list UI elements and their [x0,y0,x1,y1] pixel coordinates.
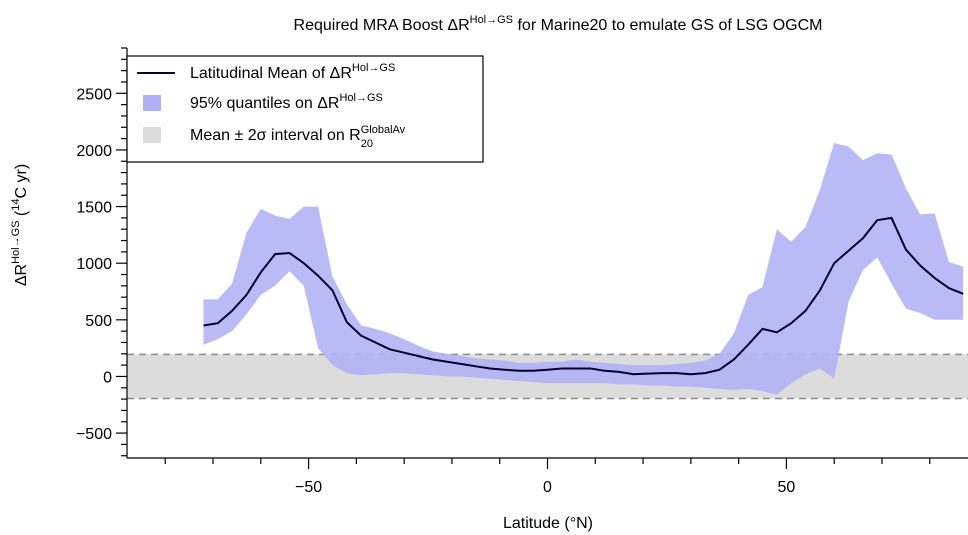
y-axis: −500 0 500 1000 1500 2000 2500 [76,47,128,458]
chart-title-prefix: Required MRA Boost [294,17,448,34]
legend-label: 95% quantiles on ΔRHol→GS [190,92,383,112]
legend-swatch-band [143,95,161,111]
y-tick-label: 1000 [76,256,112,273]
y-tick-label: 1500 [76,200,112,217]
x-axis-label: Latitude (°N) [503,515,593,532]
legend-label: Latitudinal Mean of ΔRHol→GS [190,62,395,82]
y-axis-label-unit-rest: C yr) [13,164,30,199]
y-axis-label-superscript: Hol→GS [10,221,22,264]
x-tick-label: 0 [543,479,552,496]
legend-item: Latitudinal Mean of ΔRHol→GS [137,62,395,82]
y-tick-label: 0 [103,369,112,386]
x-axis: −50 0 50 [127,457,968,496]
chart-title-superscript: Hol→GS [470,14,513,26]
y-tick-label: 500 [85,313,112,330]
y-tick-label: −500 [76,426,112,443]
y-axis-label-symbol: ΔR [13,264,30,286]
y-tick-label: 2000 [76,143,112,160]
y-tick-label: 2500 [76,86,112,103]
y-axis-label: ΔRHol→GS (14C yr) [10,164,30,286]
x-tick-label: −50 [295,479,322,496]
legend-label: Mean ± 2σ interval on RGlobalAv 20 [190,124,406,150]
mean-line-path [203,216,964,376]
legend-box [126,55,484,163]
mean-line [203,216,964,376]
y-axis-label-unit-open: ( [13,210,30,220]
legend-item: Mean ± 2σ interval on RGlobalAv 20 [143,124,406,150]
legend: Latitudinal Mean of ΔRHol→GS 95% quantile… [126,55,484,163]
x-tick-label: 50 [778,479,796,496]
chart-title: Required MRA Boost ΔRHol→GS for Marine20… [294,14,823,34]
legend-item: 95% quantiles on ΔRHol→GS [143,92,383,112]
chart-title-symbol: ΔR [447,17,469,34]
y-axis-label-unit-superscript: 14 [10,198,22,210]
chart-title-suffix: for Marine20 to emulate GS of LSG OGCM [513,17,822,34]
legend-swatch-gray [143,127,161,143]
